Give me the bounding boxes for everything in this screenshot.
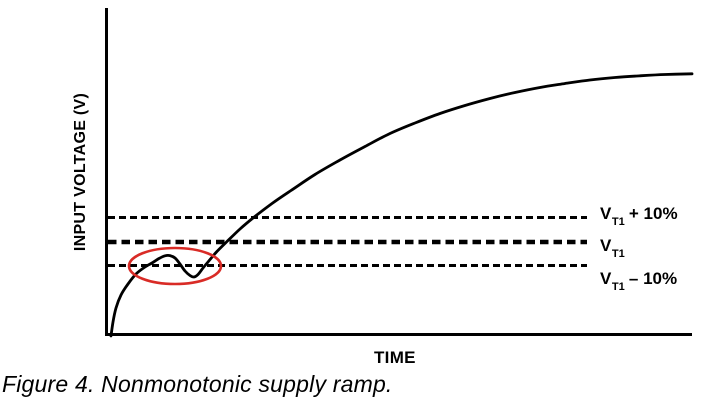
threshold-label-vt1-plus10: VT1 + 10% (600, 204, 678, 229)
y-axis-label: INPUT VOLTAGE (V) (72, 92, 89, 252)
threshold-label-suffix: – 10% (624, 269, 678, 288)
x-axis-label: TIME (374, 348, 416, 367)
threshold-label-subscript: T1 (611, 248, 625, 261)
threshold-label-base: V (600, 204, 612, 223)
threshold-label-suffix: + 10% (624, 204, 678, 223)
figure-caption: Figure 4. Nonmonotonic supply ramp. (2, 371, 393, 397)
threshold-label-subscript: T1 (611, 281, 625, 294)
threshold-label-subscript: T1 (611, 216, 625, 229)
threshold-label-base: V (600, 236, 612, 255)
threshold-label-base: V (600, 269, 612, 288)
supply-ramp-curve (109, 72, 694, 338)
threshold-label-vt1-minus10: VT1 – 10% (600, 269, 678, 294)
threshold-label-vt1: VT1 (600, 236, 625, 261)
nonmonotonic-highlight-ellipse (127, 246, 223, 286)
